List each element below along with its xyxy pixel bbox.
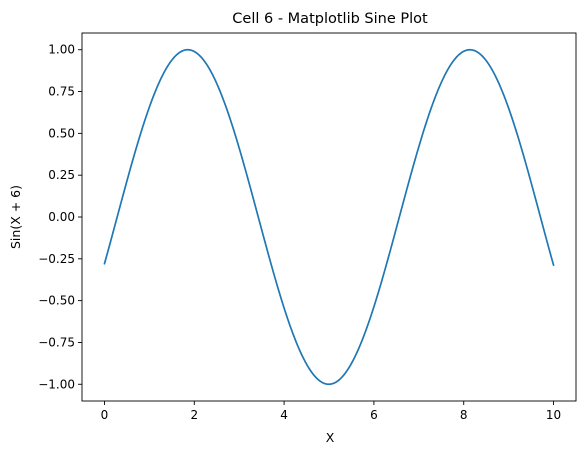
chart-title: Cell 6 - Matplotlib Sine Plot [232, 11, 428, 27]
y-tick-label: 1.00 [48, 43, 75, 57]
y-tick-label: −0.75 [38, 335, 75, 349]
y-axis-label: Sin(X + 6) [8, 185, 23, 249]
plot-area [81, 32, 577, 402]
y-tick-label: 0.00 [48, 210, 75, 224]
series-line [103, 48, 555, 386]
y-tick-label: −0.50 [38, 294, 75, 308]
y-tick-label: 0.50 [48, 126, 75, 140]
x-tick-label: 0 [101, 408, 109, 422]
x-axis-label: X [326, 430, 335, 445]
x-tick-label: 8 [460, 408, 468, 422]
ticks-layer: 0 2 4 6 8 10 −1.00 −0.75 −0.50 −0.25 0.00 0.25 0.50 0… [38, 43, 561, 422]
x-tick-label: 4 [280, 408, 288, 422]
y-tick-label: 0.75 [48, 85, 75, 99]
x-tick-label: 2 [190, 408, 198, 422]
y-tick-label: −1.00 [38, 377, 75, 391]
x-tick-label: 6 [370, 408, 378, 422]
y-tick-label: 0.25 [48, 168, 75, 182]
y-tick-label: −0.25 [38, 252, 75, 266]
x-tick-label: 10 [546, 408, 561, 422]
